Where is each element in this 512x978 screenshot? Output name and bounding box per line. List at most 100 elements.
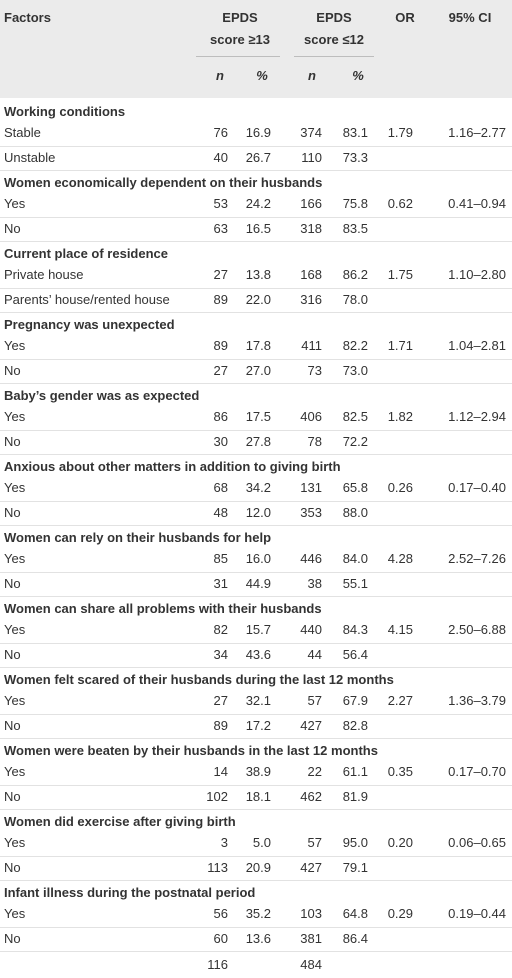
cell: 57	[307, 693, 322, 708]
row-label: No	[4, 646, 21, 662]
cell: 427	[300, 859, 322, 875]
cell: 83.5	[342, 220, 368, 236]
cell: 13.6	[245, 930, 271, 946]
cell: 84.0	[342, 551, 368, 566]
row-rule	[0, 429, 512, 431]
cell: 1.79	[387, 125, 413, 140]
row-label: Yes	[4, 480, 26, 495]
cell: 86.2	[342, 267, 368, 282]
cell: 73.0	[342, 362, 368, 378]
row-rule	[0, 500, 512, 502]
cell: 40	[213, 149, 228, 165]
cell: 30	[213, 433, 228, 449]
row-label: No	[4, 788, 21, 804]
cell: 73.3	[342, 149, 368, 165]
row-rule	[0, 216, 512, 218]
cell: 0.26	[387, 480, 413, 495]
row-rule	[0, 784, 512, 786]
section-title: Working conditions	[4, 104, 126, 119]
row-label: No	[4, 220, 21, 236]
cell: 0.06–0.65	[448, 835, 506, 850]
row-label: Yes	[4, 409, 26, 424]
cell: 95.0	[342, 835, 368, 850]
row-rule	[0, 642, 512, 644]
row-label: No	[4, 930, 21, 946]
cell: 14	[213, 764, 228, 779]
cell: 318	[300, 220, 322, 236]
cell: 86.4	[342, 930, 368, 946]
cell: 18.1	[245, 788, 271, 804]
cell: 16.0	[245, 551, 271, 566]
cell: 32.1	[245, 693, 271, 708]
cell: 0.20	[387, 835, 413, 850]
cell: 60	[213, 930, 228, 946]
row-rule	[0, 287, 512, 289]
section-title: Women can rely on their husbands for hel…	[4, 530, 272, 545]
row-label: No	[4, 717, 21, 733]
section-title: Women were beaten by their husbands in t…	[4, 743, 378, 758]
cell: 1.82	[387, 409, 413, 424]
row-rule	[0, 571, 512, 573]
cell: 0.62	[387, 196, 413, 211]
cell: 0.19–0.44	[448, 906, 506, 921]
cell: 65.8	[342, 480, 368, 495]
cell: 48	[213, 504, 228, 520]
header-sub: n	[308, 68, 316, 83]
cell: 1.71	[387, 338, 413, 353]
cell: 440	[300, 622, 322, 637]
cell: 2.52–7.26	[448, 551, 506, 566]
section-title: Pregnancy was unexpected	[4, 317, 175, 332]
cell: 38.9	[245, 764, 271, 779]
row-label: No	[4, 433, 21, 449]
cell: 4.15	[387, 622, 413, 637]
row-rule	[0, 525, 512, 526]
cell: 89	[213, 291, 228, 307]
row-rule	[0, 312, 512, 313]
cell: 85	[213, 551, 228, 566]
cell: 15.7	[245, 622, 271, 637]
cell: 82.8	[342, 717, 368, 733]
group-rule	[196, 56, 280, 57]
row-label: Yes	[4, 906, 26, 921]
cell: 168	[300, 267, 322, 282]
row-rule	[0, 713, 512, 715]
cell: 22	[307, 764, 322, 779]
cell: 166	[300, 196, 322, 211]
cell: 61.1	[342, 764, 368, 779]
row-rule	[0, 454, 512, 455]
row-rule	[0, 738, 512, 739]
cell: 22.0	[245, 291, 271, 307]
cell: 63	[213, 220, 228, 236]
cell: 86	[213, 409, 228, 424]
cell: 73	[307, 362, 322, 378]
row-rule	[0, 358, 512, 360]
cell: 43.6	[245, 646, 271, 662]
row-label: No	[4, 859, 21, 875]
total-cell: 116	[207, 957, 228, 972]
row-rule	[0, 880, 512, 881]
cell: 35.2	[245, 906, 271, 921]
cell: 0.17–0.70	[448, 764, 506, 779]
section-title: Infant illness during the postnatal peri…	[4, 885, 256, 900]
cell: 56.4	[342, 646, 368, 662]
cell: 374	[300, 125, 322, 140]
section-title: Anxious about other matters in addition …	[4, 459, 341, 474]
cell: 0.41–0.94	[448, 196, 506, 211]
cell: 5.0	[252, 835, 271, 850]
cell: 34.2	[245, 480, 271, 495]
row-rule	[0, 951, 512, 952]
cell: 427	[300, 717, 322, 733]
cell: 17.8	[245, 338, 271, 353]
cell: 3	[220, 835, 228, 850]
row-label: Yes	[4, 835, 26, 850]
cell: 89	[213, 338, 228, 353]
cell: 406	[300, 409, 322, 424]
row-label: Private house	[4, 267, 84, 282]
group-rule	[294, 56, 374, 57]
section-title: Women can share all problems with their …	[4, 601, 322, 616]
cell: 68	[213, 480, 228, 495]
row-label: Yes	[4, 196, 26, 211]
cell: 34	[213, 646, 228, 662]
cell: 0.29	[387, 906, 413, 921]
cell: 1.36–3.79	[448, 693, 506, 708]
